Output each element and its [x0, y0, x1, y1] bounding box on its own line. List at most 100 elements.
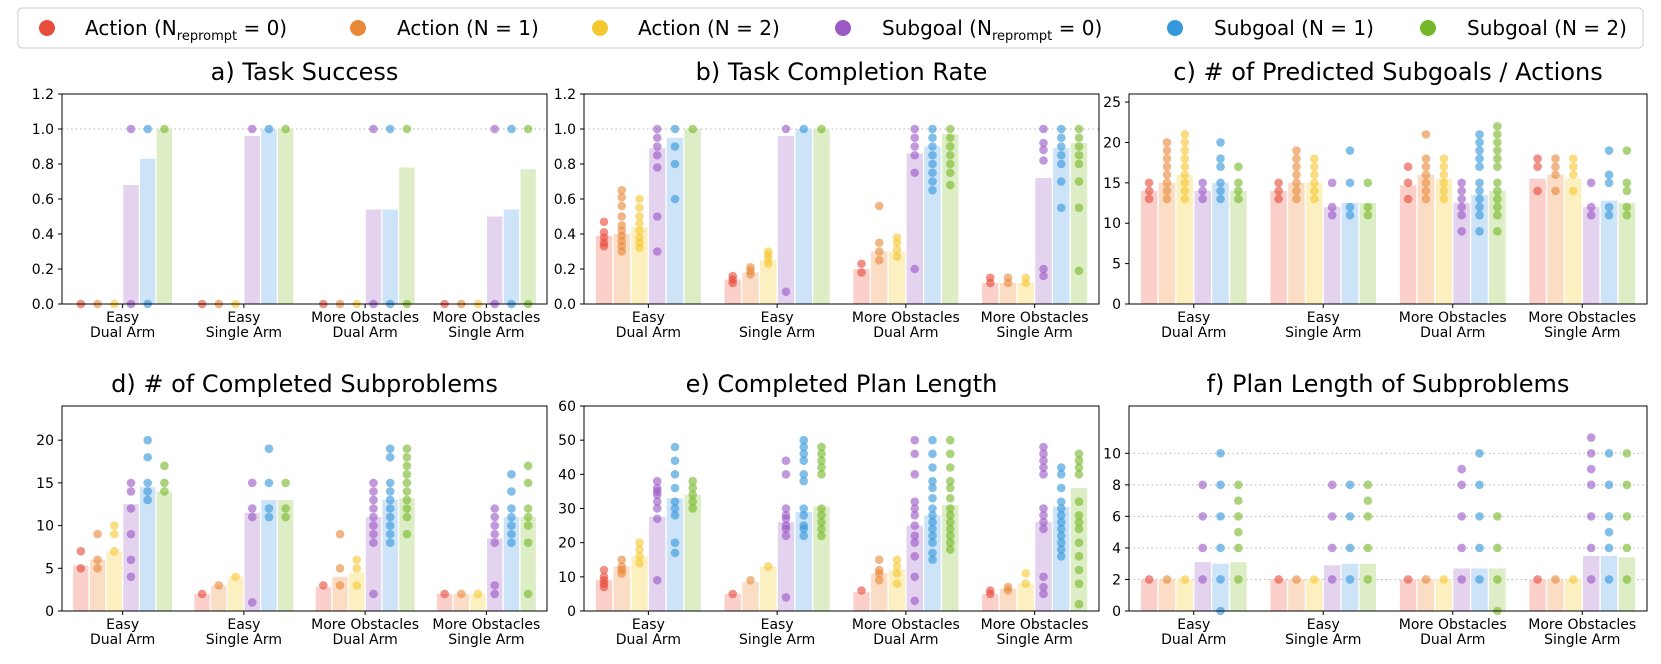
- data-point: [490, 589, 500, 599]
- chart-title: e) Completed Plan Length: [686, 370, 998, 398]
- data-point: [1421, 178, 1431, 188]
- x-tick-label: More Obstacles: [1399, 310, 1507, 326]
- bar: [436, 593, 453, 611]
- data-point: [670, 497, 680, 506]
- data-point: [1345, 178, 1355, 188]
- data-point: [1056, 517, 1066, 527]
- data-point: [1421, 194, 1431, 204]
- data-point: [402, 512, 412, 522]
- data-point: [1439, 575, 1449, 584]
- data-point: [799, 504, 809, 513]
- bar: [1212, 563, 1229, 611]
- x-tick-label: Dual Arm: [1161, 325, 1226, 341]
- data-point: [688, 490, 698, 500]
- bar: [453, 593, 469, 611]
- data-point: [1439, 154, 1449, 163]
- bar: [123, 185, 139, 304]
- data-point: [652, 514, 662, 524]
- data-point: [1493, 146, 1502, 155]
- chart-title: a) Task Success: [211, 58, 399, 86]
- bar: [982, 283, 999, 304]
- data-point: [1292, 154, 1301, 163]
- chart-title: b) Task Completion Rate: [696, 58, 988, 86]
- legend-frame: [17, 7, 1644, 49]
- data-point: [928, 449, 937, 459]
- data-point: [1475, 449, 1484, 458]
- legend-entry-4: Subgoal (N = 1): [1167, 16, 1374, 40]
- data-point: [1439, 162, 1449, 171]
- data-point: [928, 133, 937, 143]
- x-tick-label: More Obstacles: [432, 310, 540, 326]
- legend-entry-5: Subgoal (N = 2): [1420, 16, 1627, 40]
- x-tick-label: More Obstacles: [1399, 617, 1507, 633]
- data-point: [1180, 178, 1190, 188]
- data-point: [1292, 194, 1301, 204]
- data-point: [369, 495, 378, 505]
- data-point: [1604, 527, 1614, 537]
- data-point: [507, 538, 516, 547]
- data-point: [264, 512, 274, 522]
- data-point: [1622, 146, 1632, 155]
- data-point: [1180, 575, 1190, 584]
- data-point: [1162, 170, 1172, 180]
- bar: [1399, 579, 1417, 611]
- legend: Action (Nreprompt = 0) Action (N = 1) Ac…: [17, 7, 1644, 49]
- data-point: [1586, 202, 1596, 212]
- data-point: [1074, 470, 1084, 479]
- data-point: [1056, 470, 1066, 479]
- data-point: [1363, 496, 1373, 505]
- x-tick-label: Single Arm: [1285, 325, 1361, 341]
- data-point: [1363, 202, 1373, 212]
- bar: [244, 512, 260, 611]
- data-point: [507, 521, 516, 530]
- data-point: [402, 529, 412, 539]
- data-point: [126, 555, 136, 565]
- data-point: [874, 201, 884, 211]
- bar: [503, 209, 520, 304]
- data-point: [1180, 130, 1190, 139]
- x-tick-label: More Obstacles: [1528, 617, 1636, 633]
- data-point: [688, 124, 698, 134]
- data-point: [402, 470, 412, 479]
- bar: [106, 551, 122, 611]
- bar: [1435, 579, 1453, 611]
- data-point: [1234, 480, 1243, 490]
- data-point: [728, 589, 738, 599]
- data-point: [945, 531, 955, 541]
- bar: [1547, 174, 1564, 304]
- data-point: [507, 470, 516, 479]
- data-point: [1039, 271, 1048, 281]
- bar: [1600, 200, 1618, 304]
- y-tick-label: 1.0: [554, 122, 576, 138]
- data-point: [910, 552, 920, 561]
- data-point: [817, 470, 826, 479]
- data-point: [599, 582, 609, 592]
- data-point: [1475, 543, 1484, 553]
- data-point: [1310, 162, 1319, 171]
- data-point: [1586, 575, 1596, 584]
- data-point: [781, 593, 791, 602]
- legend-label: Action (N = 1): [397, 16, 539, 40]
- bar: [813, 506, 830, 611]
- bar: [1158, 579, 1176, 611]
- data-point: [1345, 202, 1355, 212]
- data-point: [143, 478, 152, 488]
- data-point: [369, 589, 378, 599]
- data-point: [457, 589, 466, 599]
- legend-label: Subgoal (N = 2): [1467, 16, 1627, 40]
- x-tick-label: Dual Arm: [873, 632, 938, 648]
- data-point: [1569, 154, 1578, 163]
- data-point: [76, 563, 86, 573]
- data-point: [76, 546, 86, 556]
- data-point: [1327, 210, 1337, 220]
- bar: [1453, 203, 1470, 304]
- data-point: [1039, 442, 1048, 452]
- x-tick-label: Single Arm: [206, 632, 282, 648]
- bar: [742, 581, 759, 611]
- data-point: [1475, 227, 1484, 236]
- data-point: [247, 124, 257, 134]
- data-point: [1345, 575, 1355, 584]
- data-point: [385, 495, 395, 505]
- bar: [1230, 562, 1247, 611]
- data-point: [781, 531, 791, 541]
